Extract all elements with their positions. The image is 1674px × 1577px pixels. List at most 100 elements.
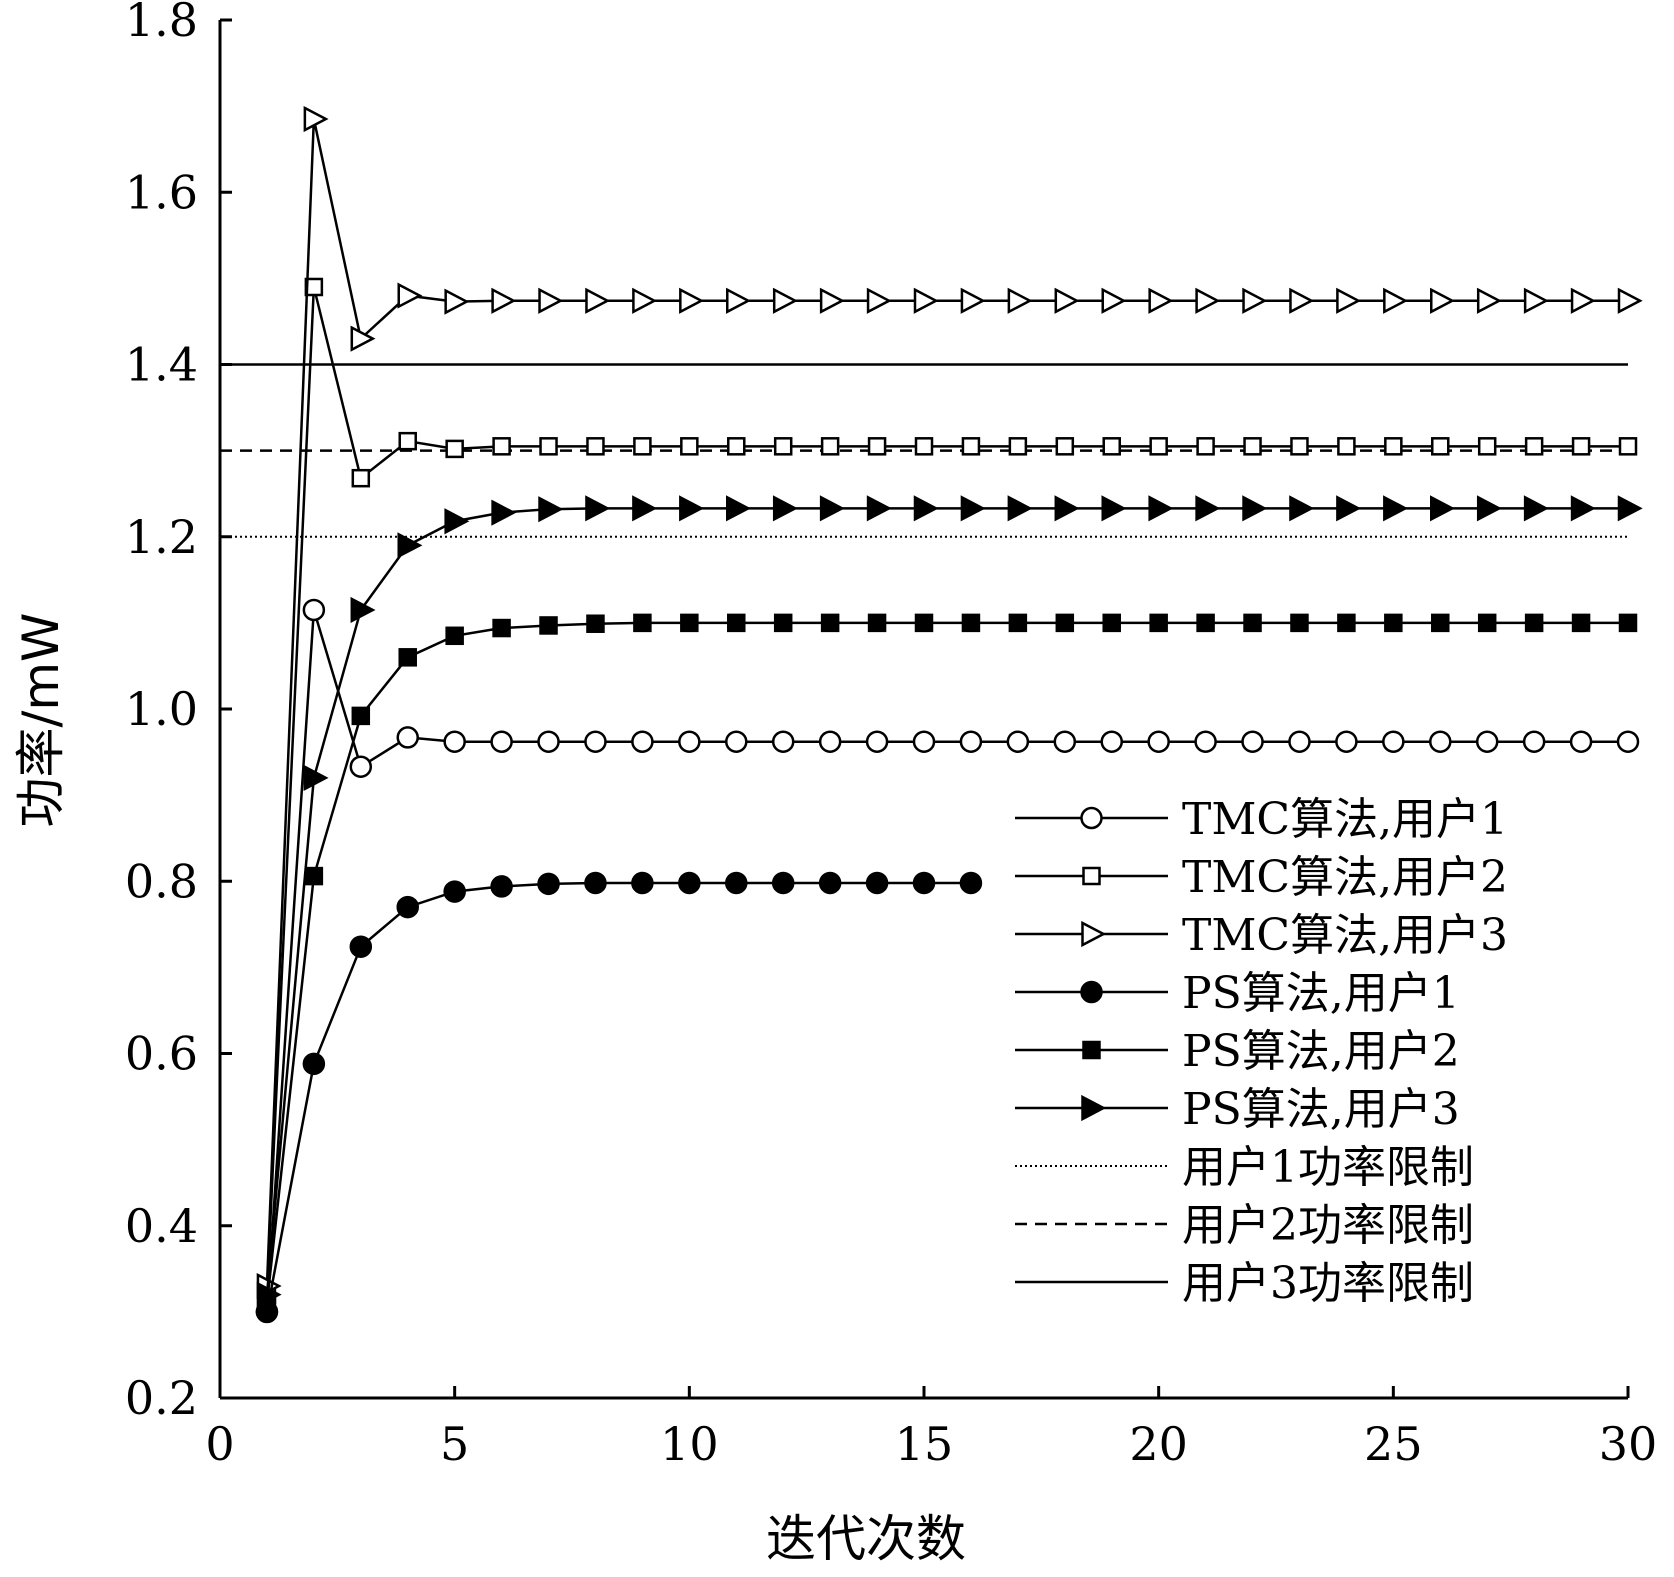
data-point xyxy=(1100,730,1123,753)
data-point xyxy=(1335,730,1358,753)
data-point xyxy=(1523,495,1549,522)
data-point xyxy=(961,437,981,456)
data-point xyxy=(1431,437,1450,456)
data-point xyxy=(772,495,798,522)
data-point xyxy=(1617,495,1643,522)
data-point xyxy=(1007,287,1033,314)
data-point xyxy=(539,437,558,456)
data-point xyxy=(1008,437,1028,456)
data-point xyxy=(960,287,986,314)
data-point xyxy=(584,730,607,753)
data-point xyxy=(1080,980,1103,1004)
data-point xyxy=(1054,495,1080,522)
legend-label: TMC算法,用户1 xyxy=(1182,794,1508,845)
data-point xyxy=(1569,730,1593,753)
data-point xyxy=(1523,287,1549,314)
data-point xyxy=(1195,287,1221,314)
x-tick-label: 10 xyxy=(660,1417,719,1471)
data-point xyxy=(1289,495,1315,522)
data-point xyxy=(1196,437,1215,456)
data-point xyxy=(914,613,934,633)
data-point xyxy=(865,871,889,895)
data-point xyxy=(1475,730,1499,753)
data-point xyxy=(586,437,605,456)
data-point xyxy=(1430,287,1455,314)
y-tick-label: 1.2 xyxy=(125,510,198,564)
legend-label: PS算法,用户2 xyxy=(1182,1026,1460,1077)
data-point xyxy=(866,495,892,522)
data-point xyxy=(444,508,470,535)
data-point xyxy=(679,495,705,522)
data-point xyxy=(820,437,840,456)
legend-label: PS算法,用户3 xyxy=(1182,1084,1460,1135)
y-axis-label: 功率/mW xyxy=(12,613,70,828)
data-point xyxy=(633,437,652,456)
data-point xyxy=(912,730,936,753)
data-point xyxy=(867,437,887,456)
data-point xyxy=(303,105,329,133)
data-point xyxy=(1384,437,1403,456)
data-point xyxy=(1337,613,1356,633)
data-point xyxy=(1081,1094,1107,1122)
x-tick-label: 20 xyxy=(1129,1417,1188,1471)
x-tick-label: 0 xyxy=(205,1417,234,1471)
data-point xyxy=(351,706,371,726)
data-point xyxy=(771,730,795,753)
data-point xyxy=(1053,730,1077,753)
data-point xyxy=(538,496,564,523)
data-point xyxy=(631,871,654,895)
data-point xyxy=(1241,730,1264,753)
data-point xyxy=(1082,1040,1101,1060)
data-point xyxy=(1149,613,1168,633)
data-point xyxy=(1524,613,1544,633)
data-point xyxy=(632,287,658,314)
data-point xyxy=(1081,920,1107,948)
legend-label: TMC算法,用户2 xyxy=(1182,852,1508,903)
x-tick-label: 25 xyxy=(1364,1417,1423,1471)
data-point xyxy=(1101,287,1127,314)
data-point xyxy=(537,872,560,896)
data-point xyxy=(1101,495,1127,522)
data-point xyxy=(303,764,329,791)
y-tick-label: 1.6 xyxy=(125,165,198,219)
data-point xyxy=(443,730,466,753)
data-point xyxy=(302,1052,326,1076)
data-point xyxy=(1243,613,1262,633)
data-point xyxy=(1570,495,1596,522)
data-point xyxy=(1571,437,1591,456)
legend-label: 用户1功率限制 xyxy=(1182,1142,1474,1193)
data-point xyxy=(1290,613,1309,633)
data-point xyxy=(1055,437,1075,456)
data-point xyxy=(490,875,513,898)
data-point xyxy=(443,880,466,903)
data-point xyxy=(304,866,324,886)
data-point xyxy=(396,895,419,919)
y-tick-label: 1.8 xyxy=(125,0,198,47)
data-point xyxy=(1289,287,1315,314)
data-point xyxy=(819,287,845,314)
data-point xyxy=(1054,287,1080,314)
data-point xyxy=(1008,613,1028,633)
data-point xyxy=(1007,495,1033,522)
data-point xyxy=(631,730,654,753)
plot-area: 0 5 10 15 20 25 30 0.2 0.4 0.6 0.8 1.0 1.2 1.4 1.6 1.8 xyxy=(125,0,1657,1471)
data-point xyxy=(1337,437,1356,456)
data-point xyxy=(397,532,423,559)
data-point xyxy=(1290,437,1309,456)
data-point xyxy=(773,613,793,633)
data-point xyxy=(1382,730,1405,753)
data-point xyxy=(490,730,513,753)
data-point xyxy=(537,730,560,753)
data-point xyxy=(914,437,934,456)
data-point xyxy=(302,598,326,622)
data-point xyxy=(726,287,751,314)
data-point xyxy=(351,468,371,488)
data-point xyxy=(444,288,470,315)
y-tick-label: 0.6 xyxy=(125,1027,198,1081)
legend-label: TMC算法,用户3 xyxy=(1182,910,1508,961)
data-point xyxy=(1196,613,1215,633)
data-point xyxy=(727,613,746,633)
legend-label: 用户3功率限制 xyxy=(1182,1258,1474,1309)
data-point xyxy=(1242,495,1268,522)
data-point xyxy=(1149,437,1168,456)
